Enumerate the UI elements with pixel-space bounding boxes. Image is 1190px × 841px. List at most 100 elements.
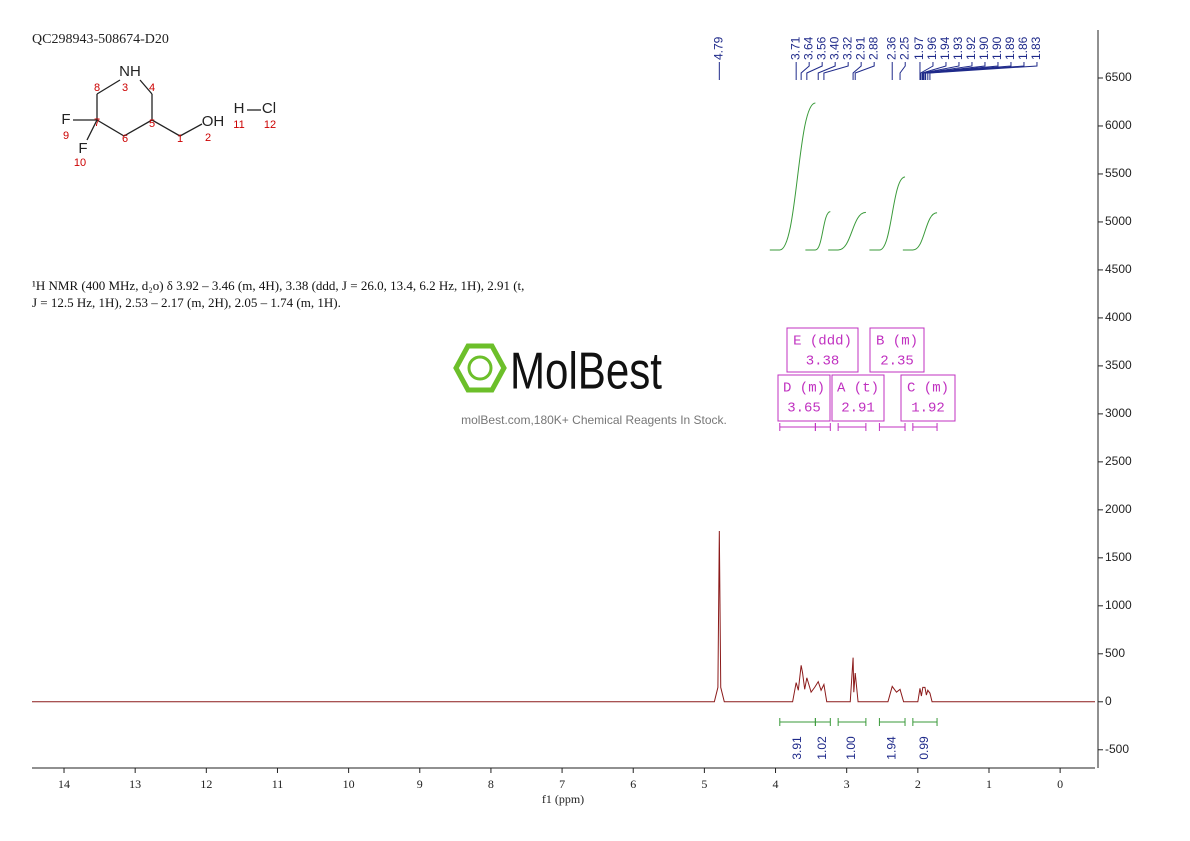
peak-label: 3.71 xyxy=(788,36,802,60)
y-tick-label: 3000 xyxy=(1105,406,1132,420)
peak-connector xyxy=(800,62,810,80)
atom-label: 3 xyxy=(122,82,128,94)
integral-label: 1.02 xyxy=(815,736,829,760)
x-tick-label: 4 xyxy=(773,777,779,791)
x-tick-label: 1 xyxy=(986,777,992,791)
y-tick-label: 500 xyxy=(1105,646,1125,660)
atom-label: 2 xyxy=(205,132,211,144)
y-tick-label: 0 xyxy=(1105,694,1112,708)
logo-hexagon xyxy=(453,343,507,393)
peak-label: 1.94 xyxy=(938,36,952,60)
peak-connector xyxy=(854,62,875,80)
atom-label: 12 xyxy=(264,119,276,131)
y-tick-label: 6500 xyxy=(1105,70,1132,84)
multiplet-box xyxy=(869,327,925,373)
integral-label: 1.00 xyxy=(844,736,858,760)
x-tick-label: 7 xyxy=(559,777,565,791)
y-tick-label: 5500 xyxy=(1105,166,1132,180)
logo-ring xyxy=(467,355,493,381)
x-tick-label: 3 xyxy=(844,777,850,791)
bond xyxy=(179,123,203,137)
y-tick-label: 6000 xyxy=(1105,118,1132,132)
peak-connector xyxy=(922,62,960,80)
bond xyxy=(151,119,181,137)
peak-label: 3.32 xyxy=(840,36,854,60)
multiplet-shift: 3.65 xyxy=(787,401,821,417)
x-tick-label: 8 xyxy=(488,777,494,791)
atom-label: OH xyxy=(202,113,225,130)
x-axis-label: f1 (ppm) xyxy=(542,792,584,806)
x-tick-label: 5 xyxy=(701,777,707,791)
atom-label: 11 xyxy=(233,119,244,131)
multiplet-label: B (m) xyxy=(876,334,918,350)
spectrum-line xyxy=(32,530,1095,703)
multiplet-label: C (m) xyxy=(907,381,949,397)
bond xyxy=(139,79,153,95)
peak-connector xyxy=(806,62,823,80)
peak-connector xyxy=(920,62,934,80)
peak-connector xyxy=(924,62,999,80)
atom-label: Cl xyxy=(262,100,276,117)
x-tick-label: 12 xyxy=(200,777,212,791)
peak-label: 1.93 xyxy=(951,36,965,60)
multiplet-shift: 3.38 xyxy=(806,354,840,370)
peak-label: 1.89 xyxy=(1003,36,1017,60)
atom-label: 7 xyxy=(94,117,100,129)
bond xyxy=(96,79,121,95)
integral-curve xyxy=(828,211,867,251)
bond xyxy=(96,119,125,137)
multiplet-label: E (ddd) xyxy=(793,334,852,350)
multiplet-box xyxy=(831,374,885,422)
multiplet-range xyxy=(878,423,906,431)
y-tick-label: 1000 xyxy=(1105,598,1132,612)
integral-range xyxy=(912,718,938,726)
peak-connector xyxy=(899,62,906,80)
peak-connector xyxy=(823,62,849,80)
multiplet-label: D (m) xyxy=(783,381,825,397)
atom-label: 9 xyxy=(63,130,69,142)
y-tick-label: 5000 xyxy=(1105,214,1132,228)
peak-connector xyxy=(925,62,1012,80)
bond xyxy=(123,119,153,137)
x-tick-label: 14 xyxy=(58,777,70,791)
peak-label: 1.90 xyxy=(977,36,991,60)
logo-icon xyxy=(453,343,507,393)
y-tick-label: 4000 xyxy=(1105,310,1132,324)
bond xyxy=(86,119,98,141)
y-tick-label: 2000 xyxy=(1105,502,1132,516)
x-tick-label: 13 xyxy=(129,777,141,791)
x-tick-label: 9 xyxy=(417,777,423,791)
peak-label: 1.90 xyxy=(990,36,1004,60)
peak-connector xyxy=(921,62,947,80)
integral-range xyxy=(814,718,831,726)
peak-connector xyxy=(852,62,862,80)
integral-curve xyxy=(902,212,938,251)
integral-range xyxy=(837,718,867,726)
y-tick-label: 4500 xyxy=(1105,262,1132,276)
y-tick-label: 3500 xyxy=(1105,358,1132,372)
peak-label: 2.91 xyxy=(853,36,867,60)
description: ¹H NMR (400 MHz, d₂o) δ 3.92 – 3.46 (m, … xyxy=(32,278,524,293)
atom-label: 10 xyxy=(74,157,86,169)
description: J = 12.5 Hz, 1H), 2.53 – 2.17 (m, 2H), 2… xyxy=(32,295,341,310)
atom-label: 4 xyxy=(149,82,155,94)
peak-label: 1.97 xyxy=(912,36,926,60)
peak-label: 1.96 xyxy=(925,36,939,60)
integral-label: 0.99 xyxy=(917,736,931,760)
peak-label: 3.56 xyxy=(814,36,828,60)
multiplet-shift: 2.35 xyxy=(880,354,914,370)
peak-label: 1.92 xyxy=(964,36,978,60)
integral-curve xyxy=(769,102,816,251)
atom-label: F xyxy=(78,140,87,157)
peak-label: 1.83 xyxy=(1029,36,1043,60)
peak-label: 1.86 xyxy=(1016,36,1030,60)
atom-label: F xyxy=(61,111,70,128)
y-tick-label: -500 xyxy=(1105,742,1129,756)
x-tick-label: 6 xyxy=(630,777,636,791)
atom-label: 8 xyxy=(94,82,100,94)
multiplet-shift: 1.92 xyxy=(911,401,945,417)
peak-connector xyxy=(929,62,1038,80)
peak-label: 2.25 xyxy=(897,36,911,60)
atom-label: 1 xyxy=(177,133,183,145)
